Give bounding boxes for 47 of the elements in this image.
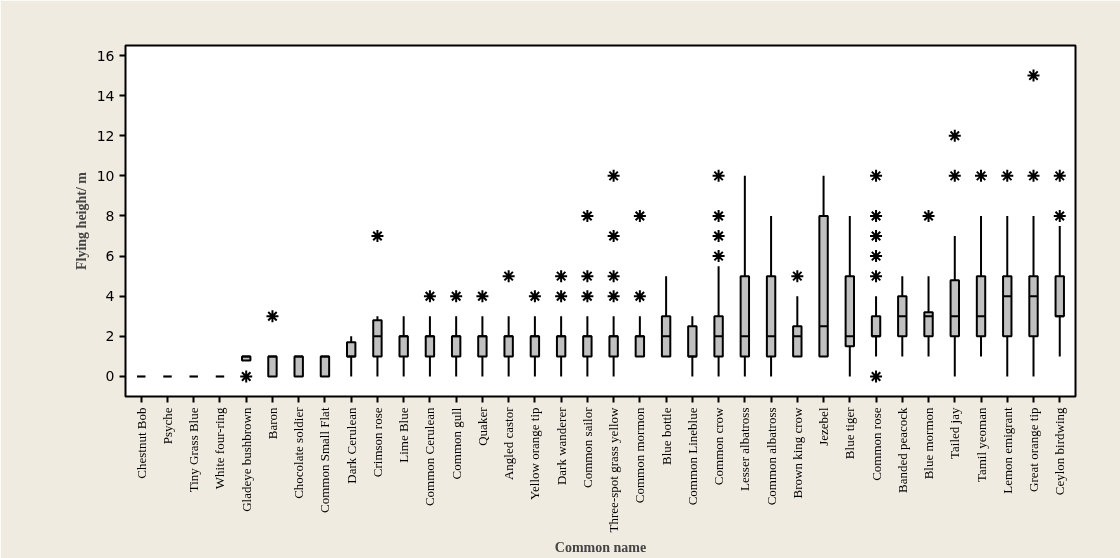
x-tick-label: Banded peacock [894, 407, 910, 494]
x-tick-label: Common crow [711, 406, 727, 486]
x-tick-label: Baron [264, 407, 280, 440]
y-tick-label: 10 [96, 167, 115, 184]
y-tick-label: 0 [105, 368, 115, 385]
x-tick-label: Common gull [448, 407, 464, 480]
x-tick-label: White four-ring [212, 407, 228, 490]
x-tick-label: Psyche [159, 407, 175, 445]
x-tick-label: Lime Blue [396, 407, 412, 463]
x-tick-label: Tiny Grass Blue [186, 407, 202, 493]
y-tick-label: 16 [96, 47, 115, 64]
y-tick-label: 6 [105, 248, 115, 265]
x-tick-label: Common mormon [632, 407, 648, 504]
x-tick-label: Blue bottle [658, 407, 674, 465]
y-axis-title: Flying height/ m [73, 171, 89, 270]
x-tick-label: Common sailor [579, 406, 595, 489]
y-tick-label: 12 [96, 127, 115, 144]
x-tick-label: Chestnut Bob [133, 407, 149, 479]
x-tick-label: Common Cerulean [422, 407, 438, 507]
x-tick-label: Common Small Flat [317, 407, 333, 513]
x-tick-label: Lesser albatross [737, 407, 753, 491]
x-tick-label: Gladeye bushbrown [238, 407, 254, 512]
x-tick-label: Blue mormon [921, 407, 937, 480]
x-tick-label: Great orange tip [1026, 407, 1042, 492]
x-tick-label: Ceylon birdwing [1052, 407, 1068, 496]
x-tick-label: Common Lineblue [684, 407, 700, 506]
x-tick-label: Lemon emigrant [999, 407, 1015, 494]
x-axis-title: Common name [554, 540, 647, 556]
y-tick-label: 2 [105, 328, 115, 345]
x-tick-label: Three-spot grass yellow [606, 406, 622, 533]
x-tick-label: Angled castor [501, 406, 517, 481]
x-tick-label: Common rose [868, 407, 884, 481]
x-tick-label: Tamil yeoman [973, 407, 989, 483]
x-tick-label: Yellow orange tip [527, 407, 543, 501]
x-tick-label: Blue tiger [842, 406, 858, 460]
y-tick-label: 14 [96, 87, 115, 104]
x-tick-label: Common albatross [763, 407, 779, 506]
x-tick-label: Dark Cerulean [343, 407, 359, 484]
x-tick-label: Jezebel [816, 407, 832, 446]
x-tick-label: Tailed jay [947, 407, 963, 459]
y-tick-label: 8 [105, 207, 115, 224]
x-tick-label: Chocolate soldier [291, 406, 307, 499]
x-tick-label: Brown king crow [789, 406, 805, 499]
x-tick-label: Crimson rose [369, 407, 385, 478]
y-tick-label: 4 [105, 288, 115, 305]
x-tick-label: Quaker [474, 406, 490, 446]
x-tick-label: Dark wanderer [553, 406, 569, 486]
